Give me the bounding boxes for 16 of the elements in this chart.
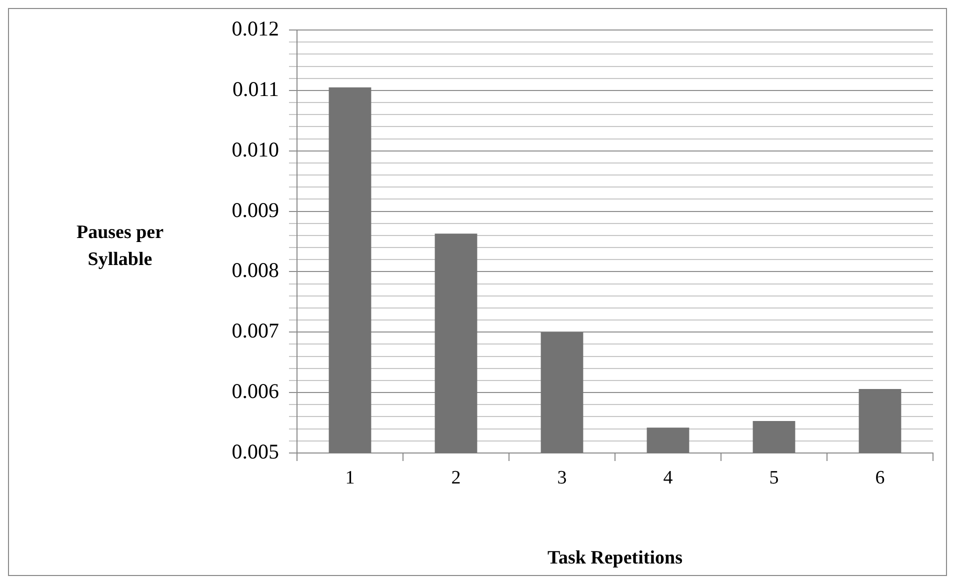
x-tick-label: 4 xyxy=(663,467,674,488)
y-tick-label: 0.005 xyxy=(232,440,279,464)
x-tick-label: 3 xyxy=(557,467,567,488)
y-axis-title: Pauses per Syllable xyxy=(76,222,164,270)
x-tick-label: 5 xyxy=(769,467,779,488)
y-tick-label: 0.009 xyxy=(232,198,279,222)
x-tick-label: 2 xyxy=(451,467,461,488)
y-tick-label: 0.007 xyxy=(232,318,279,343)
x-tick-label: 1 xyxy=(345,467,355,488)
y-tick-label: 0.012 xyxy=(232,16,279,41)
x-tick-label: 6 xyxy=(875,467,885,488)
y-tick-label: 0.010 xyxy=(232,137,279,162)
y-tick-label: 0.011 xyxy=(232,76,279,101)
y-tick-label: 0.006 xyxy=(232,379,279,404)
x-axis-title: Task Repetitions xyxy=(548,548,682,569)
y-tick-label: 0.008 xyxy=(232,258,279,282)
